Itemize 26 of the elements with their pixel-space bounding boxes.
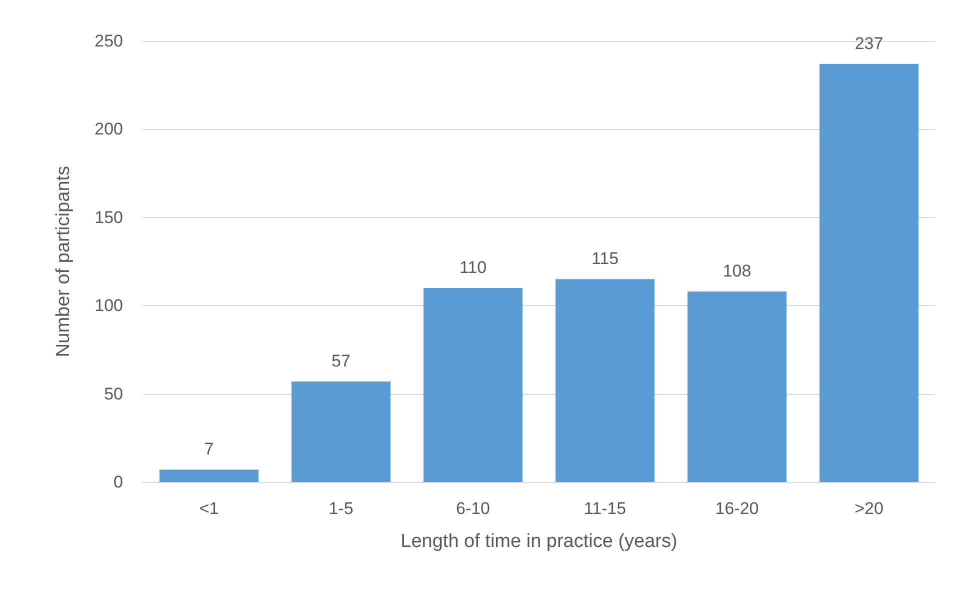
bar: [292, 381, 390, 482]
x-tick-label: 16-20: [715, 499, 759, 518]
bar: [160, 470, 258, 482]
bar: [424, 288, 522, 482]
data-label: 108: [722, 261, 752, 280]
y-tick-label: 150: [94, 208, 123, 227]
bar: [688, 291, 786, 482]
y-tick-label: 200: [94, 120, 123, 139]
x-tick-label: 6-10: [456, 499, 490, 518]
y-tick-label: 0: [114, 472, 123, 492]
y-tick-label: 250: [94, 32, 123, 50]
data-label: 110: [459, 258, 487, 277]
data-label: 115: [591, 249, 619, 268]
x-tick-label: <1: [199, 499, 219, 518]
x-tick-label: 1-5: [328, 499, 354, 518]
bar: [556, 279, 654, 482]
x-tick-label: >20: [854, 499, 884, 518]
data-label: 57: [332, 351, 350, 370]
data-label: 237: [854, 34, 884, 53]
data-label: 7: [204, 440, 214, 459]
bar: [820, 64, 918, 482]
y-tick-label: 100: [94, 296, 123, 316]
y-tick-label: 50: [104, 384, 123, 404]
x-axis-title: Length of time in practice (years): [400, 531, 678, 552]
y-axis-title: Number of participants: [53, 166, 74, 358]
x-tick-label: 11-15: [584, 499, 626, 518]
